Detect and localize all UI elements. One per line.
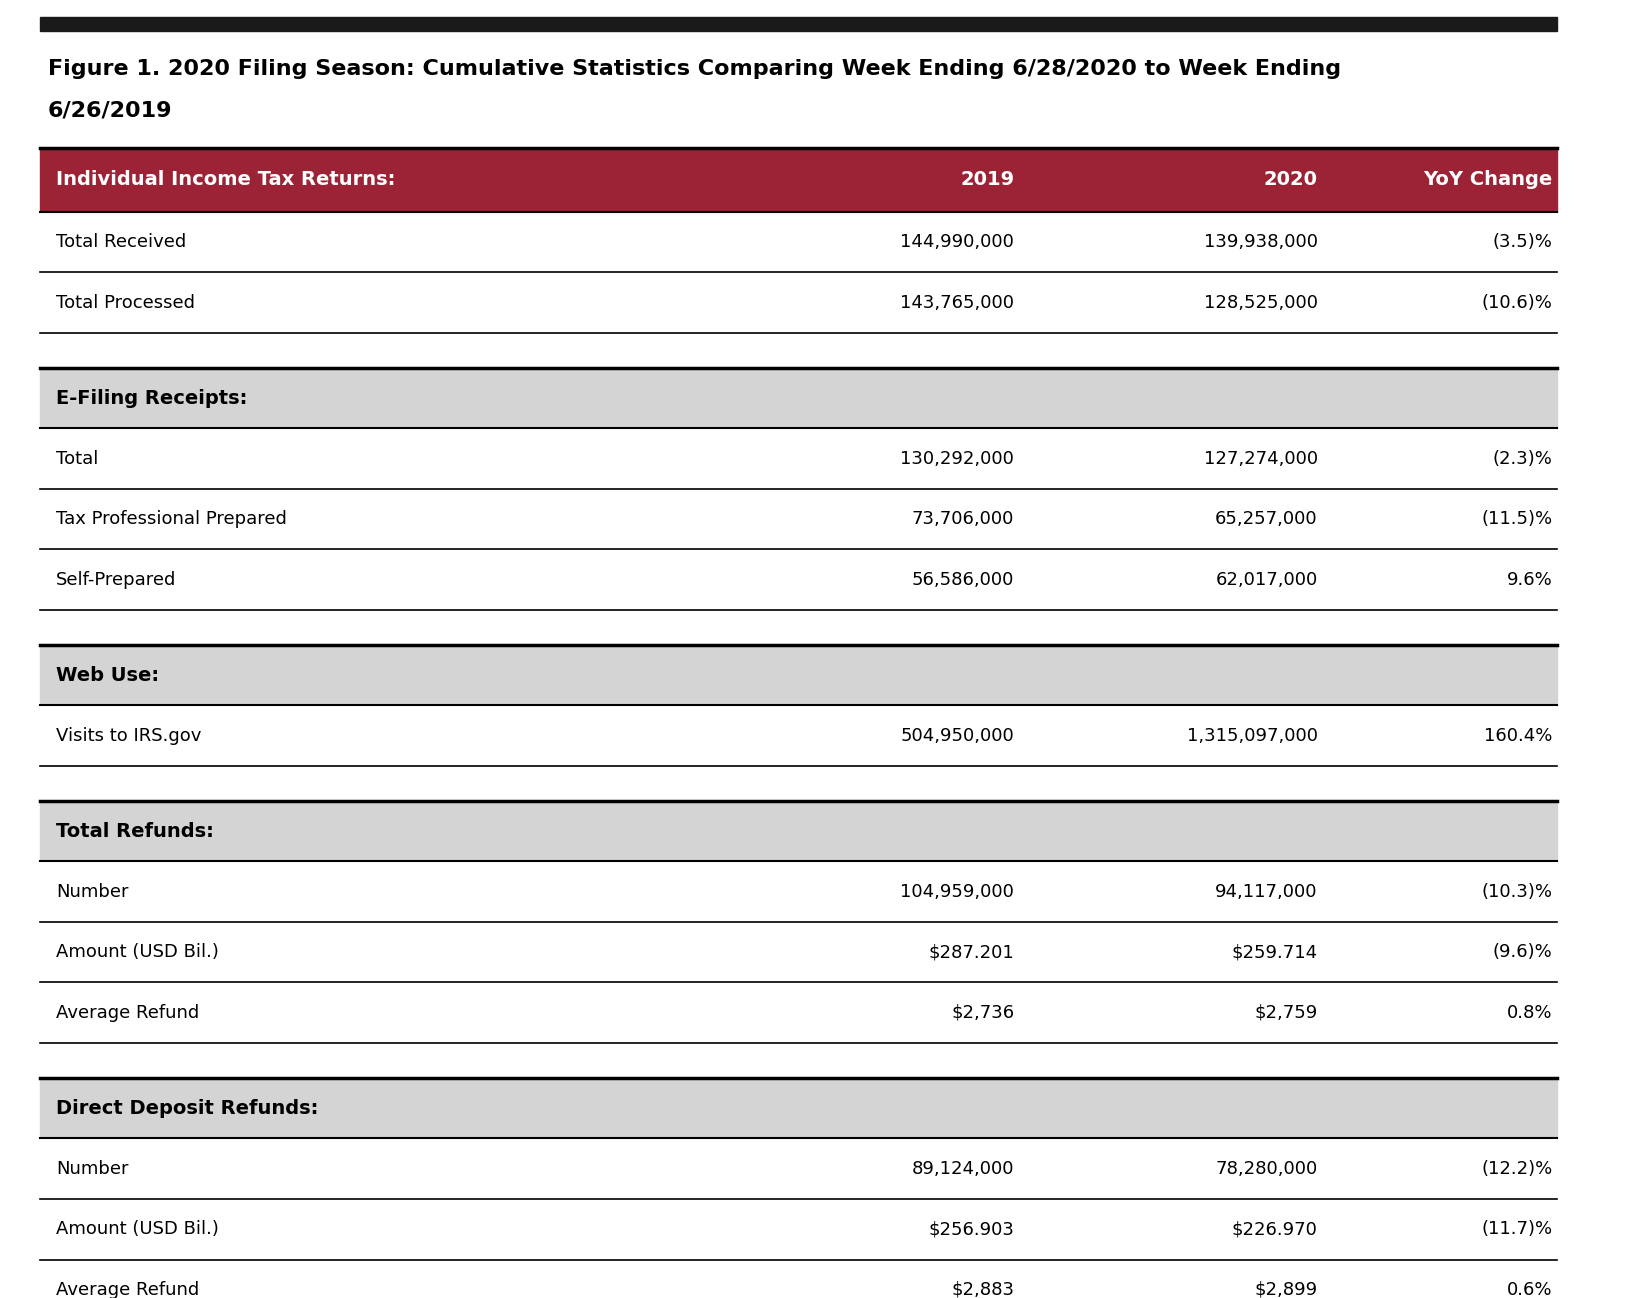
Text: 1,315,097,000: 1,315,097,000	[1186, 727, 1318, 745]
Text: 127,274,000: 127,274,000	[1203, 449, 1318, 467]
Bar	[40, 31, 1558, 148]
Text: $226.970: $226.970	[1233, 1220, 1318, 1238]
Text: Total: Total	[56, 449, 99, 467]
Text: Total Processed: Total Processed	[56, 293, 195, 312]
Bar	[40, 766, 1558, 801]
Text: Tax Professional Prepared: Tax Professional Prepared	[56, 510, 287, 528]
Text: Average Refund: Average Refund	[56, 1003, 200, 1022]
Text: (3.5)%: (3.5)%	[1493, 234, 1553, 251]
Text: Amount (USD Bil.): Amount (USD Bil.)	[56, 1220, 219, 1238]
Bar	[40, 549, 1558, 610]
Text: 160.4%: 160.4%	[1483, 727, 1553, 745]
Bar	[40, 1077, 1558, 1138]
Bar	[40, 801, 1558, 862]
Text: Visits to IRS.gov: Visits to IRS.gov	[56, 727, 201, 745]
Text: 143,765,000: 143,765,000	[901, 293, 1015, 312]
Text: Direct Deposit Refunds:: Direct Deposit Refunds:	[56, 1098, 318, 1118]
Text: Total Refunds:: Total Refunds:	[56, 822, 214, 841]
Text: 6/26/2019: 6/26/2019	[48, 100, 172, 121]
Text: 139,938,000: 139,938,000	[1204, 234, 1318, 251]
Bar	[40, 212, 1558, 273]
Text: $259.714: $259.714	[1231, 944, 1318, 962]
Text: 130,292,000: 130,292,000	[901, 449, 1015, 467]
Bar	[40, 332, 1558, 367]
Text: $2,736: $2,736	[950, 1003, 1015, 1022]
Text: 104,959,000: 104,959,000	[901, 883, 1015, 901]
Text: $256.903: $256.903	[929, 1220, 1015, 1238]
Bar	[40, 367, 1558, 428]
Text: 128,525,000: 128,525,000	[1204, 293, 1318, 312]
Bar	[40, 1044, 1558, 1077]
Text: 78,280,000: 78,280,000	[1216, 1159, 1318, 1177]
Bar	[40, 705, 1558, 766]
Text: Web Use:: Web Use:	[56, 666, 158, 684]
Text: Self-Prepared: Self-Prepared	[56, 571, 177, 589]
Bar	[40, 1259, 1558, 1298]
Text: 0.6%: 0.6%	[1506, 1281, 1553, 1298]
Text: Amount (USD Bil.): Amount (USD Bil.)	[56, 944, 219, 962]
Bar	[40, 148, 1558, 212]
Text: (12.2)%: (12.2)%	[1482, 1159, 1553, 1177]
Text: 504,950,000: 504,950,000	[901, 727, 1015, 745]
Text: 0.8%: 0.8%	[1506, 1003, 1553, 1022]
Bar	[40, 489, 1558, 549]
Text: (2.3)%: (2.3)%	[1493, 449, 1553, 467]
Text: (11.7)%: (11.7)%	[1482, 1220, 1553, 1238]
Text: 73,706,000: 73,706,000	[912, 510, 1015, 528]
Text: 65,257,000: 65,257,000	[1214, 510, 1318, 528]
Text: Average Refund: Average Refund	[56, 1281, 200, 1298]
Bar	[40, 983, 1558, 1044]
Text: 94,117,000: 94,117,000	[1216, 883, 1318, 901]
Text: YoY Change: YoY Change	[1424, 170, 1553, 190]
Text: Total Received: Total Received	[56, 234, 186, 251]
Text: 144,990,000: 144,990,000	[901, 234, 1015, 251]
Text: 62,017,000: 62,017,000	[1216, 571, 1318, 589]
Text: (11.5)%: (11.5)%	[1482, 510, 1553, 528]
Text: E-Filing Receipts:: E-Filing Receipts:	[56, 388, 247, 408]
Bar	[40, 645, 1558, 705]
Bar	[40, 862, 1558, 922]
Text: (10.6)%: (10.6)%	[1482, 293, 1553, 312]
Bar	[40, 922, 1558, 983]
Bar	[40, 17, 1558, 31]
Bar	[40, 1138, 1558, 1199]
Text: (10.3)%: (10.3)%	[1482, 883, 1553, 901]
Text: 2020: 2020	[1264, 170, 1318, 190]
Text: 9.6%: 9.6%	[1506, 571, 1553, 589]
Bar	[40, 610, 1558, 645]
Text: 56,586,000: 56,586,000	[912, 571, 1015, 589]
Text: Figure 1. 2020 Filing Season: Cumulative Statistics Comparing Week Ending 6/28/2: Figure 1. 2020 Filing Season: Cumulative…	[48, 58, 1341, 79]
Text: Number: Number	[56, 1159, 129, 1177]
Text: $2,899: $2,899	[1254, 1281, 1318, 1298]
Text: $287.201: $287.201	[929, 944, 1015, 962]
Bar	[40, 1199, 1558, 1259]
Text: 89,124,000: 89,124,000	[912, 1159, 1015, 1177]
Text: $2,883: $2,883	[952, 1281, 1015, 1298]
Text: Individual Income Tax Returns:: Individual Income Tax Returns:	[56, 170, 396, 190]
Bar	[40, 273, 1558, 332]
Bar	[40, 428, 1558, 489]
Text: $2,759: $2,759	[1254, 1003, 1318, 1022]
Text: (9.6)%: (9.6)%	[1493, 944, 1553, 962]
Text: Number: Number	[56, 883, 129, 901]
Text: 2019: 2019	[960, 170, 1015, 190]
